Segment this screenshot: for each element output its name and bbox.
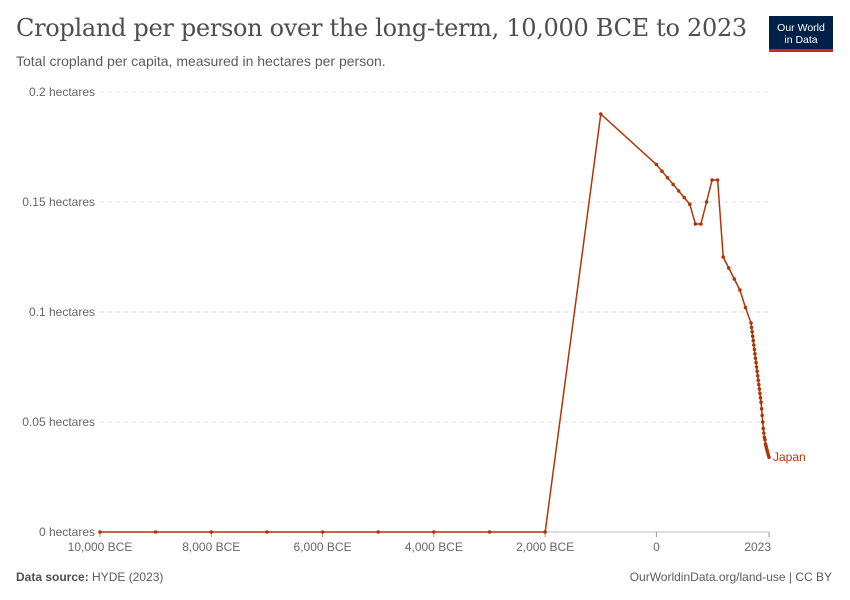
- data-point[interactable]: [654, 162, 659, 167]
- data-point[interactable]: [726, 266, 731, 270]
- data-point[interactable]: [665, 176, 670, 180]
- data-source: Data source: HYDE (2023): [16, 570, 163, 584]
- data-point[interactable]: [704, 200, 709, 204]
- grid-lines: [100, 91, 769, 533]
- series-label[interactable]: Japan: [773, 450, 806, 464]
- data-point[interactable]: [487, 530, 492, 534]
- x-tick-label: 6,000 BCE: [294, 540, 352, 554]
- x-tick-label: 4,000 BCE: [405, 540, 463, 554]
- y-tick-label: 0.15 hectares: [22, 195, 95, 209]
- data-point[interactable]: [320, 530, 325, 534]
- line-chart: 0 hectares 0.05 hectares 0.1 hectares 0.15 …: [22, 85, 806, 554]
- data-point[interactable]: [738, 288, 742, 292]
- logo-accent-bar: [769, 49, 833, 52]
- data-point[interactable]: [754, 360, 758, 365]
- data-point[interactable]: [752, 347, 757, 352]
- x-tick-label: 0: [653, 540, 660, 554]
- data-point[interactable]: [432, 530, 436, 534]
- logo-line-2: in Data: [784, 34, 818, 46]
- data-point[interactable]: [98, 530, 102, 534]
- data-point[interactable]: [732, 277, 737, 281]
- series-layer: Japan: [98, 112, 806, 534]
- data-point[interactable]: [753, 352, 757, 356]
- y-tick-label: 0.2 hectares: [29, 85, 95, 99]
- data-point[interactable]: [759, 400, 763, 405]
- chart-subtitle: Total cropland per capita, measured in h…: [16, 53, 386, 69]
- data-point[interactable]: [759, 407, 764, 411]
- data-point[interactable]: [755, 374, 760, 378]
- x-tick-label: 2023: [744, 540, 771, 554]
- data-point[interactable]: [757, 387, 762, 391]
- data-point[interactable]: [660, 169, 664, 173]
- data-point[interactable]: [756, 378, 761, 383]
- data-point[interactable]: [153, 530, 158, 534]
- data-point[interactable]: [752, 343, 756, 347]
- data-point[interactable]: [699, 222, 703, 226]
- data-point[interactable]: [671, 182, 675, 187]
- y-axis-ticks: 0 hectares 0.05 hectares 0.1 hectares 0.15 …: [22, 85, 95, 539]
- data-point[interactable]: [763, 437, 767, 442]
- data-point[interactable]: [758, 396, 763, 400]
- x-tick-label: 8,000 BCE: [182, 540, 240, 554]
- data-point[interactable]: [753, 356, 758, 361]
- x-axis-ticks: 10,000 BCE 8,000 BCE 6,000 BCE 4,000 BCE 2,0…: [68, 532, 771, 554]
- data-point[interactable]: [676, 189, 681, 193]
- x-tick-label: 2,000 BCE: [516, 540, 574, 554]
- data-point[interactable]: [749, 325, 754, 330]
- data-point[interactable]: [760, 420, 765, 424]
- data-point[interactable]: [265, 530, 269, 534]
- data-point[interactable]: [755, 369, 759, 374]
- chart-title: Cropland per person over the long-term, …: [16, 14, 747, 42]
- data-point[interactable]: [760, 413, 764, 418]
- data-point[interactable]: [751, 338, 756, 343]
- y-tick-label: 0.1 hectares: [29, 305, 95, 319]
- data-point[interactable]: [749, 321, 753, 325]
- data-point[interactable]: [757, 382, 761, 387]
- data-point[interactable]: [710, 178, 714, 182]
- data-point[interactable]: [688, 202, 692, 206]
- data-point[interactable]: [682, 195, 687, 200]
- y-tick-label: 0.05 hectares: [22, 415, 95, 429]
- data-point[interactable]: [767, 455, 771, 460]
- data-point[interactable]: [758, 391, 762, 396]
- data-point[interactable]: [750, 334, 755, 339]
- data-point[interactable]: [598, 112, 603, 116]
- data-point[interactable]: [762, 431, 766, 435]
- data-point[interactable]: [721, 255, 726, 259]
- y-tick-label: 0 hectares: [39, 525, 95, 539]
- data-point[interactable]: [376, 530, 381, 534]
- logo-line-1: Our World: [777, 22, 825, 34]
- source-label: Data source:: [16, 570, 89, 584]
- data-point[interactable]: [209, 530, 214, 534]
- data-point[interactable]: [754, 365, 759, 369]
- x-tick-label: 10,000 BCE: [68, 540, 133, 554]
- footer-link[interactable]: OurWorldinData.org/land-use | CC BY: [629, 570, 832, 584]
- data-point[interactable]: [761, 426, 766, 431]
- owid-logo[interactable]: Our World in Data: [769, 16, 833, 52]
- data-point[interactable]: [693, 222, 698, 226]
- source-value[interactable]: HYDE (2023): [92, 570, 164, 584]
- data-point[interactable]: [743, 305, 748, 310]
- data-point[interactable]: [715, 178, 720, 182]
- data-point[interactable]: [750, 330, 754, 334]
- data-point[interactable]: [543, 530, 547, 534]
